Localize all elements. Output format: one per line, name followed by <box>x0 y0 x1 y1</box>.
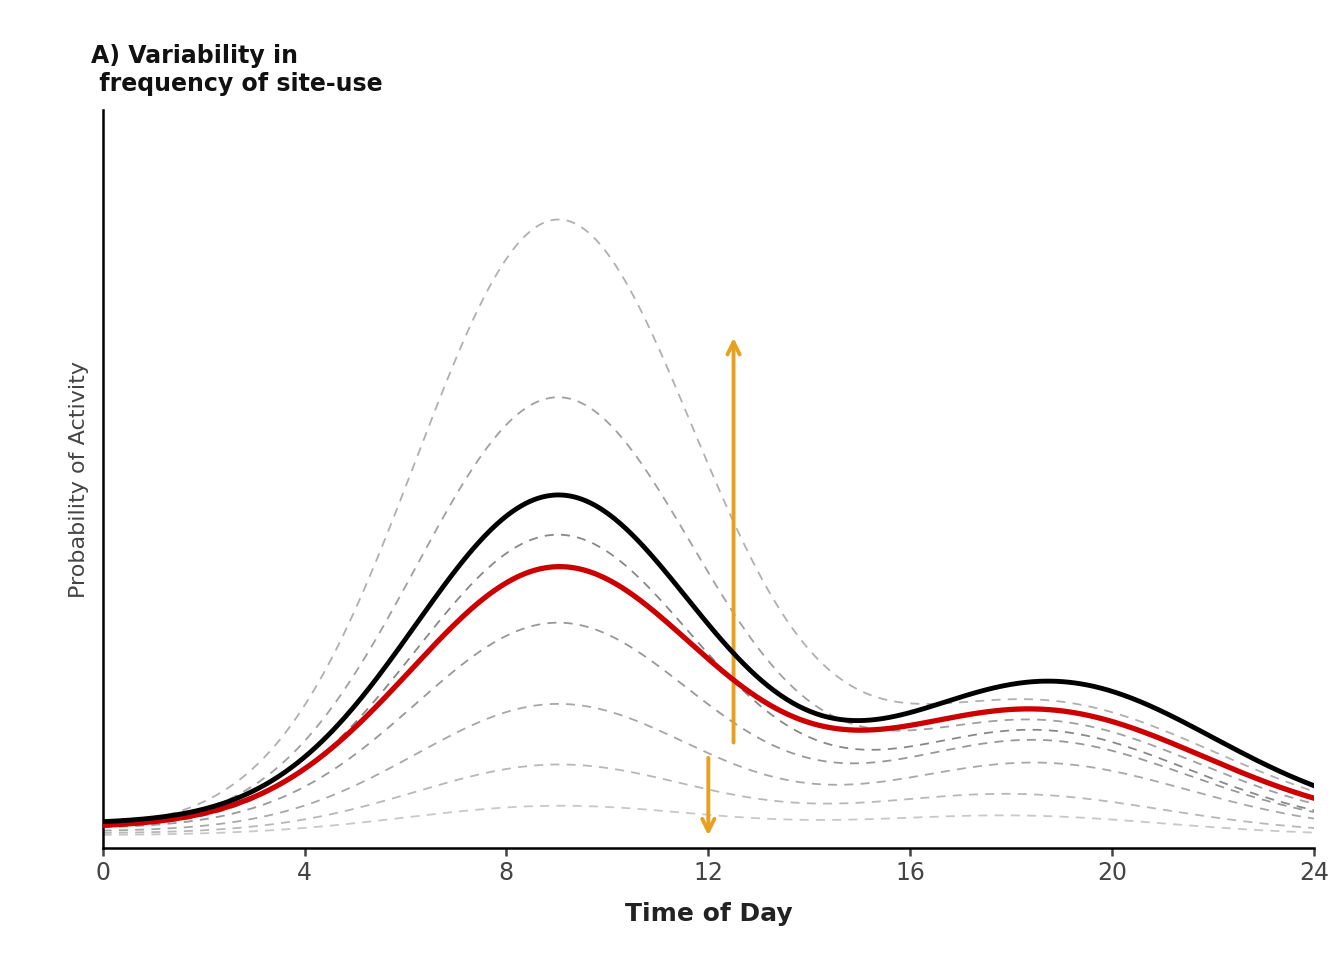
Y-axis label: Probability of Activity: Probability of Activity <box>69 361 89 598</box>
X-axis label: Time of Day: Time of Day <box>625 901 792 925</box>
Text: A) Variability in
 frequency of site-use: A) Variability in frequency of site-use <box>90 44 382 96</box>
